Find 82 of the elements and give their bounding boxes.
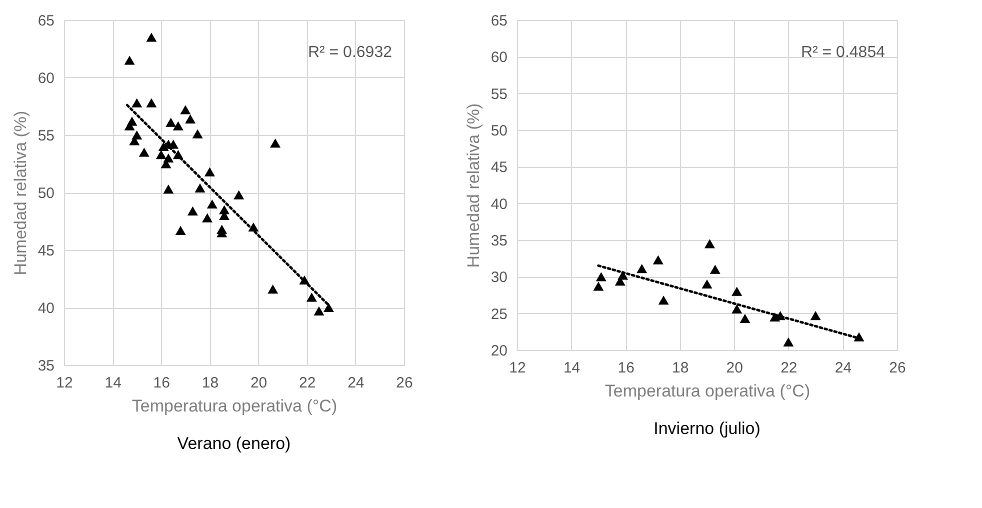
x-tick-label: 12 — [56, 374, 73, 392]
point — [710, 264, 720, 274]
point — [314, 306, 324, 316]
point — [204, 167, 215, 176]
point — [206, 199, 218, 209]
x-tick-label: 16 — [618, 360, 634, 376]
point — [172, 121, 184, 130]
y-tick-label: 60 — [490, 49, 508, 66]
point — [593, 282, 604, 291]
point — [732, 286, 742, 296]
annotation: R² = 0.6932 — [308, 44, 392, 61]
y-tick-label: 65 — [38, 12, 54, 30]
y-tick-label: 50 — [38, 185, 54, 202]
point — [146, 98, 157, 108]
point — [216, 224, 228, 234]
x-tick-label: 14 — [563, 360, 580, 376]
point — [740, 314, 750, 324]
y-tick-label: 30 — [490, 269, 508, 286]
text: Invierno (julio) — [654, 419, 760, 438]
y-tick-label: 45 — [490, 159, 508, 176]
x-tick-label: 20 — [250, 374, 268, 392]
point — [268, 284, 278, 294]
x-tick-label: 22 — [299, 374, 316, 392]
point — [163, 153, 174, 163]
point — [194, 183, 206, 192]
point — [658, 296, 669, 305]
point — [652, 255, 664, 264]
point — [704, 239, 715, 248]
point — [306, 292, 317, 302]
point — [187, 206, 198, 216]
point — [702, 279, 712, 289]
x-tick-label: 24 — [348, 374, 364, 392]
point — [163, 184, 174, 194]
point — [185, 114, 196, 124]
y-tick-label: 50 — [490, 122, 508, 140]
point — [732, 304, 742, 314]
y-tick-label: 55 — [490, 86, 508, 103]
x-tick-label: 22 — [780, 360, 798, 376]
x-tick-label: 12 — [509, 360, 526, 376]
point — [166, 118, 176, 127]
point — [156, 150, 166, 160]
point — [810, 310, 821, 320]
x-tick-label: 18 — [672, 360, 689, 376]
y-axis-title: Humedad relativa (%) — [464, 103, 483, 268]
y-tick-label: 40 — [490, 196, 508, 213]
point — [783, 337, 794, 346]
point — [132, 98, 142, 108]
annotation: R² = 0.4854 — [800, 44, 886, 61]
x-tick-label: 26 — [889, 360, 906, 376]
text: Verano (enero) — [177, 434, 291, 453]
x-axis-title: Temperatura operativa (°C) — [132, 396, 338, 416]
x-tick-label: 24 — [834, 360, 852, 376]
point — [124, 56, 135, 65]
y-tick-label: 25 — [490, 306, 508, 323]
point — [146, 32, 157, 42]
y-tick-label: 60 — [38, 70, 54, 87]
y-tick-label: 35 — [490, 232, 508, 250]
point — [596, 272, 606, 282]
point — [636, 264, 648, 274]
point — [192, 129, 203, 138]
x-tick-label: 26 — [396, 374, 413, 392]
x-tick-label: 14 — [104, 374, 122, 392]
y-axis-title: Humedad relativa (%) — [10, 110, 30, 276]
point — [270, 138, 281, 148]
x-axis-title: Temperatura operativa (°C) — [604, 382, 810, 400]
point — [175, 226, 186, 235]
y-tick-label: 40 — [38, 300, 54, 317]
y-tick-label: 65 — [490, 12, 508, 30]
x-tick-label: 20 — [726, 360, 743, 376]
point — [180, 105, 191, 114]
y-tick-label: 20 — [490, 342, 508, 360]
y-tick-label: 35 — [38, 358, 54, 374]
point — [202, 213, 213, 222]
x-tick-label: 18 — [202, 374, 219, 392]
point — [234, 190, 244, 200]
y-tick-label: 55 — [38, 128, 54, 144]
point — [132, 130, 142, 140]
y-tick-label: 45 — [38, 242, 54, 260]
point — [126, 116, 138, 126]
x-tick-label: 16 — [153, 374, 170, 392]
point — [138, 148, 150, 157]
point — [323, 302, 334, 312]
